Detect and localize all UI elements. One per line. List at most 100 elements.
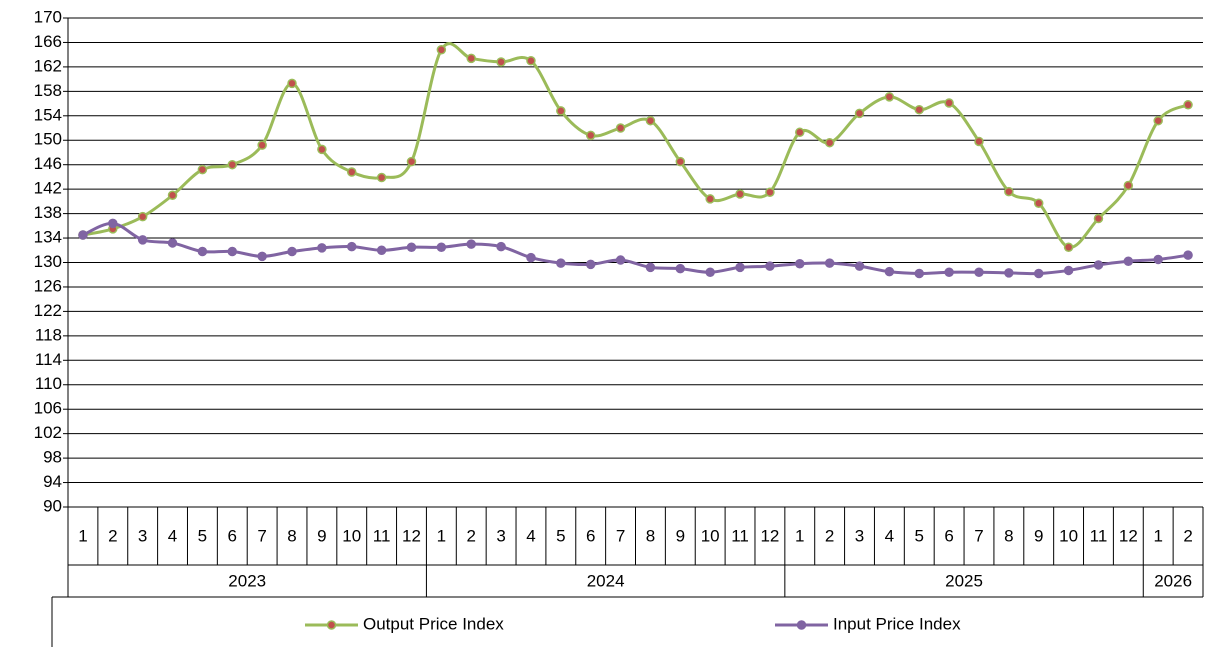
x-tick-label: 6	[944, 526, 953, 545]
y-tick-label: 118	[35, 325, 62, 344]
point-marker	[884, 92, 895, 102]
x-tick-label: 3	[138, 526, 147, 545]
x-tick-label: 5	[556, 526, 565, 545]
series-line	[82, 42, 1189, 249]
point-marker	[287, 78, 297, 89]
x-tick-label: 6	[228, 526, 237, 545]
point-marker	[227, 159, 238, 170]
x-tick-label: 2	[108, 526, 117, 545]
y-tick-label: 154	[34, 105, 62, 124]
point-marker	[1183, 250, 1193, 260]
x-tick-label: 7	[257, 526, 266, 545]
point-marker	[615, 123, 626, 133]
x-tick-label: 11	[731, 526, 749, 545]
x-tick-label: 12	[402, 526, 421, 545]
point-marker	[197, 246, 208, 257]
x-tick-label: 2	[466, 526, 475, 545]
point-marker	[406, 156, 417, 167]
point-marker	[705, 267, 715, 278]
point-marker	[436, 242, 447, 252]
series-line	[82, 221, 1189, 276]
y-tick-label: 170	[34, 7, 62, 26]
point-marker	[1123, 180, 1134, 191]
x-tick-label: 9	[676, 526, 685, 545]
point-marker	[1153, 115, 1163, 126]
point-marker	[884, 266, 895, 277]
x-tick-label: 8	[646, 526, 655, 545]
point-marker	[436, 45, 447, 55]
point-marker	[735, 189, 745, 199]
x-tick-label: 4	[168, 526, 177, 545]
point-marker	[137, 211, 148, 222]
point-marker	[167, 190, 178, 201]
point-marker	[795, 127, 805, 138]
y-tick-label: 114	[35, 350, 62, 369]
y-tick-label: 166	[34, 32, 62, 51]
group-label: 2025	[945, 571, 983, 590]
x-tick-label: 3	[855, 526, 864, 545]
point-marker	[1123, 256, 1134, 267]
point-marker	[1004, 186, 1014, 197]
x-tick-label: 1	[1153, 526, 1162, 545]
group-label: 2026	[1154, 571, 1192, 590]
y-tick-label: 134	[34, 228, 62, 247]
point-marker	[137, 235, 148, 245]
x-tick-label: 8	[1004, 526, 1013, 545]
y-tick-label: 130	[34, 252, 62, 271]
point-marker	[347, 241, 357, 252]
point-marker	[1063, 242, 1074, 252]
y-tick-label: 126	[34, 276, 62, 295]
legend-marker	[326, 620, 337, 630]
point-marker	[914, 104, 924, 115]
point-marker	[376, 245, 387, 256]
point-marker	[944, 267, 954, 278]
point-marker	[108, 218, 118, 229]
y-tick-label: 102	[34, 423, 62, 442]
legend-label: Input Price Index	[833, 614, 961, 633]
x-tick-label: 2	[825, 526, 834, 545]
point-marker	[556, 106, 566, 116]
y-tick-label: 110	[35, 374, 62, 393]
group-label: 2024	[587, 571, 625, 590]
point-marker	[526, 252, 536, 263]
x-tick-label: 12	[1119, 526, 1138, 545]
x-tick-label: 10	[701, 526, 720, 545]
point-marker	[705, 194, 715, 204]
point-marker	[466, 239, 476, 249]
x-tick-label: 3	[496, 526, 505, 545]
point-marker	[824, 137, 835, 148]
point-marker	[526, 56, 536, 66]
point-marker	[1183, 100, 1193, 110]
x-tick-label: 7	[974, 526, 983, 545]
point-marker	[496, 57, 506, 67]
x-tick-label: 2	[1183, 526, 1192, 545]
point-marker	[645, 262, 656, 273]
point-marker	[376, 172, 387, 183]
y-tick-label: 142	[34, 179, 62, 198]
point-marker	[227, 246, 238, 257]
point-marker	[1093, 260, 1104, 270]
x-tick-label: 4	[526, 526, 535, 545]
point-marker	[556, 258, 566, 268]
y-tick-label: 98	[43, 448, 62, 467]
x-tick-label: 4	[885, 526, 894, 545]
x-tick-label: 5	[198, 526, 207, 545]
legend-label: Output Price Index	[363, 614, 504, 633]
point-marker	[914, 268, 924, 279]
x-tick-label: 9	[1034, 526, 1043, 545]
point-marker	[765, 261, 775, 271]
x-tick-label: 10	[1059, 526, 1078, 545]
y-tick-label: 138	[34, 203, 62, 222]
point-marker	[1063, 265, 1074, 276]
point-marker	[854, 261, 865, 271]
x-tick-label: 5	[915, 526, 924, 545]
point-marker	[317, 144, 327, 155]
point-marker	[317, 243, 327, 253]
y-tick-label: 162	[34, 56, 62, 75]
point-marker	[585, 259, 596, 270]
y-tick-label: 106	[34, 399, 62, 418]
point-marker	[78, 230, 88, 240]
point-marker	[765, 187, 775, 197]
